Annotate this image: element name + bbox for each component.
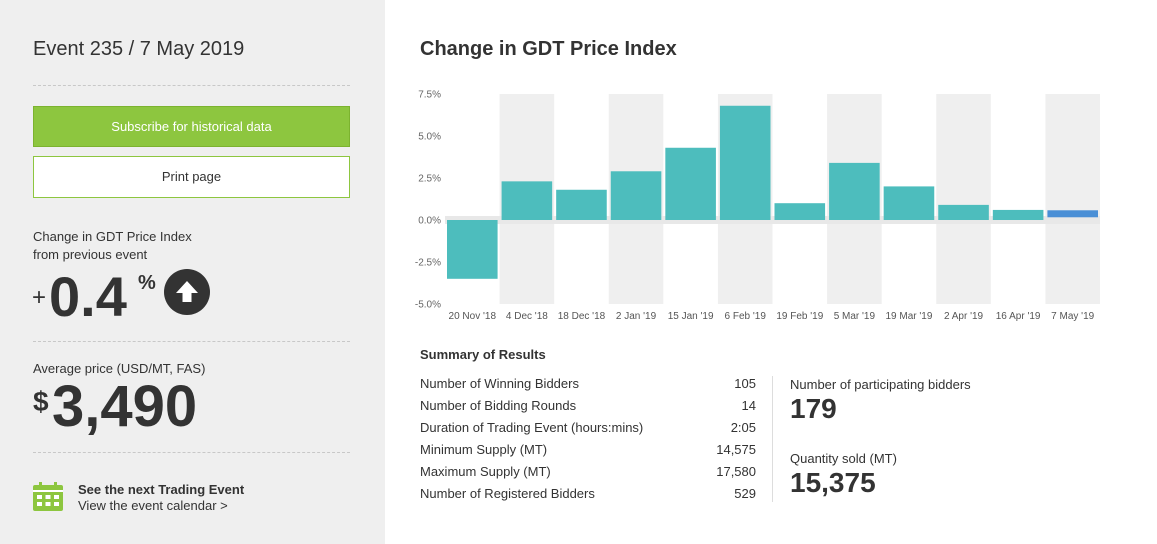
print-button[interactable]: Print page bbox=[33, 156, 350, 198]
chart-title: Change in GDT Price Index bbox=[420, 38, 677, 60]
y-tick-label: -5.0% bbox=[415, 300, 441, 311]
summary-row-label: Number of Winning Bidders bbox=[420, 376, 579, 391]
x-tick-label: 6 Feb '19 bbox=[725, 311, 767, 322]
arrow-up-icon bbox=[164, 269, 210, 315]
next-event-title: See the next Trading Event bbox=[78, 482, 245, 497]
x-tick-label: 2 Jan '19 bbox=[616, 311, 657, 322]
participating-bidders-value: 179 bbox=[790, 393, 837, 424]
chart-bar bbox=[665, 147, 716, 220]
average-price-currency: $ bbox=[33, 386, 49, 417]
summary-divider bbox=[772, 376, 773, 502]
change-label-line1: Change in GDT Price Index bbox=[33, 229, 192, 244]
chart-bar bbox=[501, 181, 553, 220]
y-tick-label: 0.0% bbox=[418, 216, 441, 227]
summary-row: Number of Winning Bidders 105 bbox=[420, 374, 758, 396]
quantity-sold-label: Quantity sold (MT) bbox=[790, 451, 897, 466]
x-tick-label: 16 Apr '19 bbox=[996, 311, 1041, 322]
summary-row: Number of Registered Bidders 529 bbox=[420, 484, 758, 506]
x-tick-label: 4 Dec '18 bbox=[506, 311, 548, 322]
summary-row-label: Maximum Supply (MT) bbox=[420, 464, 551, 479]
chart-bar bbox=[1047, 210, 1098, 218]
change-unit: % bbox=[138, 272, 156, 294]
event-title: Event 235 / 7 May 2019 bbox=[33, 38, 245, 60]
summary-row: Maximum Supply (MT) 17,580 bbox=[420, 462, 758, 484]
chart-bar bbox=[719, 105, 771, 220]
summary-row-label: Number of Registered Bidders bbox=[420, 486, 595, 501]
average-price-value: 3,490 bbox=[52, 374, 198, 439]
summary-title: Summary of Results bbox=[420, 347, 546, 362]
divider bbox=[33, 85, 350, 86]
summary-row-value: 14,575 bbox=[716, 442, 756, 457]
quantity-sold-value: 15,375 bbox=[790, 467, 876, 498]
chart-bar bbox=[447, 220, 498, 279]
x-tick-label: 15 Jan '19 bbox=[668, 311, 714, 322]
x-tick-label: 2 Apr '19 bbox=[944, 311, 984, 322]
change-number: 0.4 bbox=[49, 265, 127, 328]
chart-bar bbox=[992, 209, 1044, 220]
chart-bar bbox=[774, 203, 826, 220]
chart-bar bbox=[556, 189, 607, 220]
x-tick-label: 18 Dec '18 bbox=[558, 311, 606, 322]
chart-bar bbox=[610, 171, 662, 220]
divider bbox=[33, 341, 350, 342]
x-tick-label: 19 Feb '19 bbox=[776, 311, 823, 322]
summary-row-value: 17,580 bbox=[716, 464, 756, 479]
summary-row-label: Duration of Trading Event (hours:mins) bbox=[420, 420, 644, 435]
y-tick-label: -2.5% bbox=[415, 258, 441, 269]
x-tick-label: 5 Mar '19 bbox=[834, 311, 876, 322]
y-tick-label: 5.0% bbox=[418, 132, 441, 143]
y-tick-label: 2.5% bbox=[418, 174, 441, 185]
x-tick-label: 20 Nov '18 bbox=[449, 311, 497, 322]
summary-row-value: 529 bbox=[734, 486, 756, 501]
average-price-label: Average price (USD/MT, FAS) bbox=[33, 361, 206, 376]
chart-column-band bbox=[936, 94, 991, 304]
chart-bar bbox=[883, 186, 935, 220]
chart-bar bbox=[829, 162, 880, 220]
change-label-line2: from previous event bbox=[33, 247, 148, 262]
chart-bar bbox=[938, 204, 989, 220]
change-label: Change in GDT Price Index from previous … bbox=[33, 228, 233, 264]
summary-row-label: Number of Bidding Rounds bbox=[420, 398, 577, 413]
event-calendar-link[interactable]: View the event calendar > bbox=[78, 498, 228, 513]
x-tick-label: 7 May '19 bbox=[1051, 311, 1094, 322]
summary-row: Minimum Supply (MT) 14,575 bbox=[420, 440, 758, 462]
summary-row-value: 105 bbox=[734, 376, 756, 391]
summary-row-label: Minimum Supply (MT) bbox=[420, 442, 548, 457]
summary-row: Duration of Trading Event (hours:mins) 2:… bbox=[420, 418, 758, 440]
change-sign: + bbox=[32, 284, 47, 311]
x-tick-label: 19 Mar '19 bbox=[885, 311, 932, 322]
summary-row: Number of Bidding Rounds 14 bbox=[420, 396, 758, 418]
zero-band bbox=[445, 216, 1100, 224]
participating-bidders-label: Number of participating bidders bbox=[790, 377, 971, 392]
summary-row-value: 14 bbox=[741, 398, 756, 413]
chart-column-band bbox=[1045, 94, 1100, 304]
price-index-chart: 7.5% 5.0% 2.5% 0.0% -2.5% -5.0% 20 Nov '18 4 De… bbox=[415, 90, 1100, 322]
sidebar-panel: Event 235 / 7 May 2019 Subscribe for his… bbox=[0, 0, 385, 544]
subscribe-button[interactable]: Subscribe for historical data bbox=[33, 106, 350, 147]
calendar-icon[interactable] bbox=[33, 482, 63, 511]
y-tick-label: 7.5% bbox=[418, 90, 441, 101]
summary-row-value: 2:05 bbox=[730, 420, 756, 435]
summary-table: Number of Winning Bidders 105 Number of Bi… bbox=[420, 374, 758, 506]
divider bbox=[33, 452, 350, 453]
